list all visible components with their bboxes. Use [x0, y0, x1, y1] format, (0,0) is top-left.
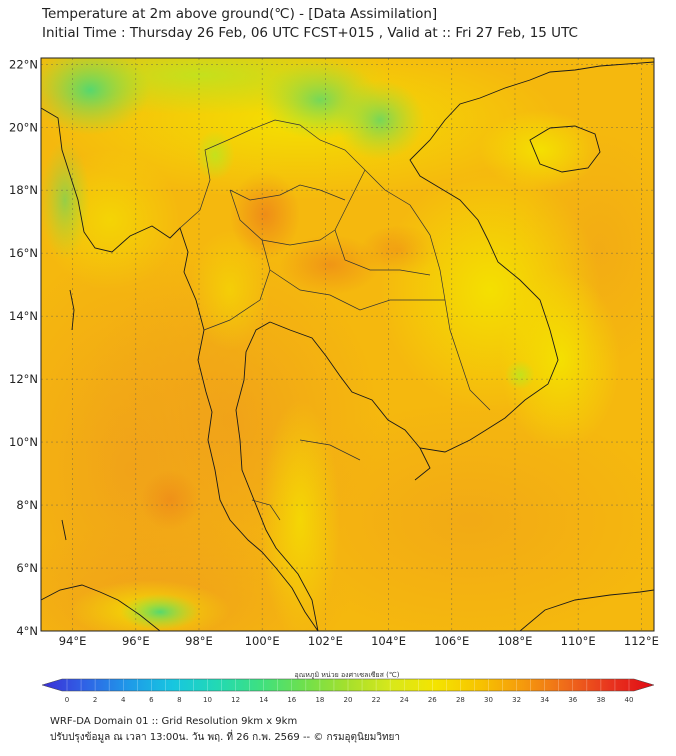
colorbar-tick-label: 22: [372, 696, 381, 704]
lat-label: 22°N: [9, 57, 38, 71]
lat-label: 16°N: [9, 246, 38, 260]
colorbar-tick-label: 6: [149, 696, 154, 704]
colorbar-tick-label: 36: [568, 696, 577, 704]
colorbar-tick-label: 4: [121, 696, 126, 704]
lon-label: 94°E: [59, 634, 87, 648]
colorbar-tick-label: 38: [596, 696, 605, 704]
colorbar-tick-label: 10: [203, 696, 212, 704]
colorbar-tick-label: 28: [456, 696, 465, 704]
lat-label: 12°N: [9, 372, 38, 386]
lon-label: 108°E: [497, 634, 532, 648]
colorbar-title: อุณหภูมิ หน่วย องศาเซลเซียส (℃): [295, 671, 400, 679]
longitude-labels: 94°E 96°E 98°E 100°E 102°E 104°E 106°E 108°E 110…: [59, 634, 659, 648]
lat-label: 20°N: [9, 120, 38, 134]
colorbar-tick-label: 26: [428, 696, 437, 704]
colorbar-ticks: 0 2 4 6 8 10 12 14 16 18 20 22 24 26 28 30 32 34 36 38 40: [65, 679, 634, 704]
lon-label: 110°E: [561, 634, 596, 648]
lat-label: 10°N: [9, 435, 38, 449]
lon-label: 106°E: [434, 634, 469, 648]
map-frame: [40, 57, 655, 632]
lon-label: 104°E: [371, 634, 406, 648]
latitude-labels: 22°N 20°N 18°N 16°N 14°N 12°N 10°N 8°N 6°N 4°N: [9, 57, 38, 638]
temperature-field: [41, 58, 654, 631]
lon-label: 100°E: [245, 634, 280, 648]
colorbar-tick-label: 20: [344, 696, 353, 704]
lat-label: 14°N: [9, 309, 38, 323]
lat-label: 8°N: [16, 498, 38, 512]
colorbar-tick-label: 30: [484, 696, 493, 704]
lon-label: 112°E: [624, 634, 659, 648]
colorbar: อุณหภูมิ หน่วย องศาเซลเซียส (℃) 0 2 4 6 8 10 1…: [41, 671, 655, 704]
colorbar-tick-label: 2: [93, 696, 97, 704]
colorbar-tick-label: 34: [540, 696, 549, 704]
colorbar-tick-label: 24: [400, 696, 409, 704]
colorbar-tick-label: 32: [512, 696, 521, 704]
country-borders: [179, 119, 491, 521]
lon-label: 96°E: [122, 634, 150, 648]
lon-label: 102°E: [308, 634, 343, 648]
colorbar-tick-label: 12: [231, 696, 240, 704]
coastlines: [41, 61, 654, 631]
colorbar-tick-label: 40: [625, 696, 634, 704]
colorbar-tick-label: 18: [315, 696, 324, 704]
footer-credit: ปรับปรุงข้อมูล ณ เวลา 13:00น. วัน พฤ. ที…: [50, 732, 401, 743]
lat-label: 4°N: [16, 624, 38, 638]
graticule: [41, 58, 654, 631]
colorbar-tick-label: 16: [287, 696, 296, 704]
footer-info: WRF-DA Domain 01 :: Grid Resolution 9km …: [50, 716, 298, 727]
colorbar-tick-label: 0: [65, 696, 69, 704]
lat-label: 6°N: [16, 561, 38, 575]
map-title: Temperature at 2m above ground(℃) - [Dat…: [42, 6, 438, 22]
map-subtitle: Initial Time : Thursday 26 Feb, 06 UTC F…: [42, 25, 578, 41]
lon-label: 98°E: [185, 634, 213, 648]
colorbar-tick-label: 14: [259, 696, 268, 704]
lat-label: 18°N: [9, 183, 38, 197]
colorbar-tick-label: 8: [177, 696, 181, 704]
